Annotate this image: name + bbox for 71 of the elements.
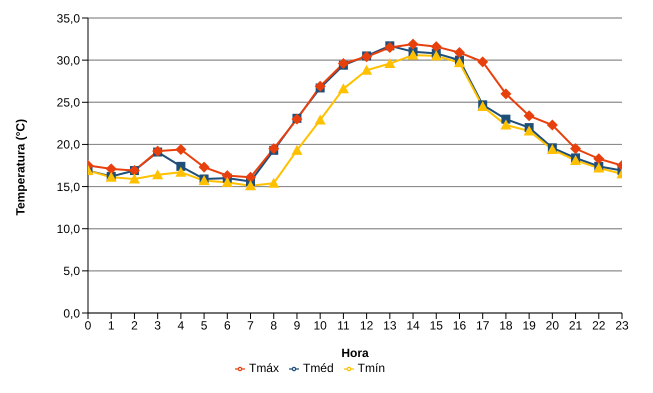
point bbox=[546, 120, 558, 131]
y-axis-title: Temperatura (°C) bbox=[13, 118, 28, 216]
point bbox=[198, 162, 210, 173]
x-tick-label: 10 bbox=[313, 318, 328, 333]
x-tick-label: 17 bbox=[476, 318, 490, 333]
x-tick-label: 5 bbox=[200, 318, 208, 333]
x-tick-label: 11 bbox=[337, 318, 350, 333]
point bbox=[408, 50, 419, 60]
x-tick-label: 13 bbox=[383, 318, 397, 333]
x-tick-label: 15 bbox=[430, 318, 444, 333]
point bbox=[361, 64, 372, 75]
x-tick-label: 8 bbox=[270, 318, 278, 333]
point bbox=[245, 180, 256, 190]
y-tick-label: 20,0 bbox=[56, 138, 80, 152]
point bbox=[314, 114, 326, 124]
x-tick-label: 18 bbox=[499, 318, 513, 333]
point bbox=[408, 38, 419, 50]
x-tick-label: 22 bbox=[592, 318, 606, 333]
point bbox=[222, 176, 233, 187]
point bbox=[106, 163, 117, 174]
x-tick-label: 4 bbox=[178, 318, 185, 333]
y-tick-label: 10,0 bbox=[56, 222, 80, 236]
x-tick-label: 1 bbox=[108, 318, 115, 333]
x-tick-label: 20 bbox=[546, 318, 560, 333]
x-tick-label: 7 bbox=[247, 318, 254, 333]
x-tick-label: 6 bbox=[224, 318, 231, 333]
point bbox=[500, 88, 512, 100]
x-tick-label: 16 bbox=[452, 318, 466, 333]
point bbox=[175, 144, 186, 155]
point bbox=[454, 47, 465, 58]
point bbox=[175, 166, 186, 177]
x-tick-label: 12 bbox=[360, 318, 374, 333]
point bbox=[268, 178, 280, 188]
point bbox=[570, 143, 582, 154]
y-tick-label: 15,0 bbox=[56, 180, 80, 194]
point bbox=[128, 173, 140, 184]
point bbox=[430, 50, 442, 60]
point bbox=[291, 144, 302, 155]
x-tick-label: 9 bbox=[294, 318, 301, 333]
point bbox=[268, 143, 280, 154]
legend-label: Tmáx bbox=[248, 361, 279, 375]
point bbox=[152, 169, 164, 180]
point bbox=[338, 58, 349, 70]
point bbox=[430, 41, 442, 52]
point bbox=[570, 154, 582, 165]
y-tick-label: 25,0 bbox=[56, 96, 80, 110]
y-tick-label: 35,0 bbox=[56, 11, 80, 26]
x-tick-label: 3 bbox=[154, 318, 162, 333]
legend-label: Tméd bbox=[302, 361, 334, 375]
x-tick-label: 0 bbox=[84, 318, 92, 333]
x-tick-label: 19 bbox=[522, 318, 536, 333]
x-tick-label: 2 bbox=[131, 318, 138, 333]
x-axis-title: Hora bbox=[341, 346, 369, 360]
point bbox=[524, 125, 535, 136]
point bbox=[500, 120, 512, 130]
point bbox=[245, 172, 256, 183]
point bbox=[338, 83, 349, 94]
x-tick-label: 23 bbox=[615, 318, 629, 333]
point bbox=[454, 57, 465, 68]
point bbox=[384, 58, 396, 68]
point bbox=[593, 153, 604, 164]
x-tick-label: 21 bbox=[568, 318, 583, 333]
point bbox=[524, 110, 535, 122]
x-tick-label: 14 bbox=[406, 318, 420, 333]
legend-label: Tmín bbox=[358, 361, 386, 375]
y-tick-label: 5,0 bbox=[63, 264, 80, 278]
point bbox=[314, 80, 326, 92]
point bbox=[477, 56, 488, 68]
y-tick-label: 0,0 bbox=[63, 306, 80, 320]
y-tick-label: 30,0 bbox=[56, 53, 80, 68]
point bbox=[384, 42, 396, 53]
